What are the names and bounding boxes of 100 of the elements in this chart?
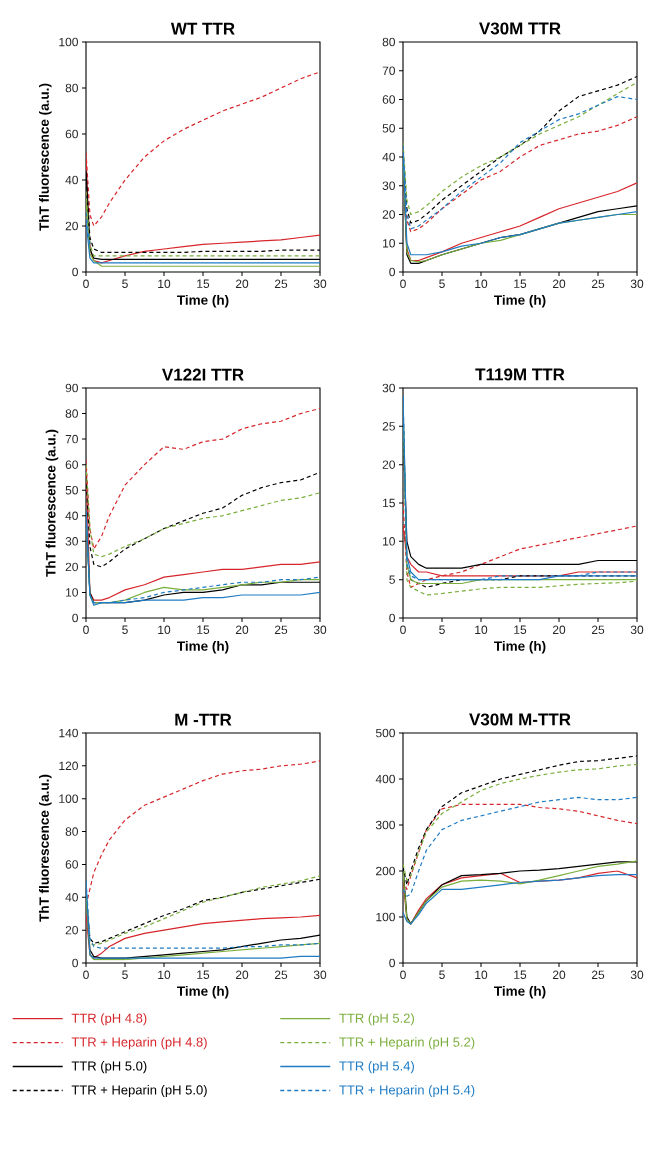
legend-label: TTR (pH 5.2) [339, 1013, 414, 1026]
chart-title: V30M TTR [479, 22, 561, 35]
x-axis-title: Time (h) [494, 294, 546, 308]
legend-label: TTR + Heparin (pH 4.8) [71, 1037, 207, 1050]
y-tick-label: 140 [59, 728, 78, 738]
x-tick-label: 15 [197, 625, 210, 634]
y-tick-label: 400 [375, 774, 395, 784]
x-tick-label: 15 [197, 279, 210, 288]
y-tick-label: 70 [65, 434, 78, 444]
x-tick-label: 5 [122, 279, 128, 288]
y-tick-label: 30 [65, 537, 78, 546]
x-tick-label: 20 [235, 625, 249, 635]
y-axis-title: ThT fluorescence (a.u.) [45, 429, 59, 577]
y-tick-label: 0 [72, 267, 78, 277]
chart-title: T119M TTR [475, 368, 565, 381]
chart-title: V122I TTR [162, 368, 244, 381]
x-tick-label: 10 [475, 625, 488, 635]
legend-label: TTR + Heparin (pH 5.2) [339, 1037, 475, 1050]
x-tick-label: 15 [514, 625, 527, 634]
y-tick-label: 500 [375, 728, 395, 738]
x-tick-label: 25 [274, 970, 288, 980]
y-tick-label: 0 [389, 267, 396, 277]
x-tick-label: 10 [475, 279, 488, 289]
y-axis-title: ThT fluorescence (a.u.) [38, 774, 52, 922]
x-tick-label: 30 [313, 625, 327, 635]
y-tick-label: 0 [389, 958, 396, 968]
x-tick-label: 0 [83, 279, 89, 289]
x-tick-label: 10 [158, 970, 171, 980]
y-tick-label: 200 [376, 866, 395, 876]
x-tick-label: 30 [630, 625, 644, 635]
x-axis-title: Time (h) [177, 640, 229, 654]
x-tick-label: 0 [83, 970, 89, 980]
x-tick-label: 20 [235, 279, 249, 289]
y-tick-label: 10 [66, 588, 78, 597]
x-tick-label: 15 [514, 279, 527, 288]
x-tick-label: 0 [83, 625, 89, 635]
x-tick-label: 5 [439, 970, 445, 979]
y-tick-label: 40 [65, 893, 78, 902]
chart-title: M -TTR [175, 713, 232, 726]
y-tick-label: 100 [376, 912, 395, 922]
legend-label: TTR (pH 4.8) [71, 1013, 147, 1026]
y-tick-label: 70 [382, 66, 396, 75]
y-tick-label: 300 [375, 820, 395, 830]
x-tick-label: 10 [158, 279, 171, 289]
y-tick-label: 80 [65, 83, 78, 93]
x-tick-label: 15 [514, 970, 527, 979]
y-tick-label: 90 [65, 383, 78, 393]
x-tick-label: 10 [158, 625, 171, 635]
y-tick-label: 40 [382, 152, 396, 162]
x-axis-title: Time (h) [177, 985, 229, 999]
x-tick-label: 15 [197, 970, 210, 979]
y-tick-label: 120 [59, 761, 78, 771]
x-axis-title: Time (h) [494, 985, 546, 999]
y-tick-label: 30 [382, 181, 396, 190]
y-tick-label: 60 [65, 460, 78, 469]
x-tick-label: 5 [439, 625, 445, 634]
y-tick-label: 100 [59, 37, 78, 47]
x-tick-label: 20 [552, 625, 566, 635]
y-tick-label: 20 [382, 460, 396, 469]
x-tick-label: 25 [591, 970, 605, 980]
x-axis-title: Time (h) [494, 640, 546, 654]
y-axis-title: ThT fluorescence (a.u.) [38, 83, 52, 231]
y-tick-label: 25 [382, 422, 395, 431]
y-tick-label: 60 [382, 95, 396, 104]
legend-label: TTR + Heparin (pH 5.0) [71, 1084, 207, 1098]
x-tick-label: 0 [400, 625, 406, 635]
x-tick-label: 5 [122, 625, 128, 634]
y-tick-label: 100 [59, 794, 78, 803]
y-tick-label: 80 [65, 409, 78, 418]
y-tick-label: 0 [72, 958, 78, 968]
y-tick-label: 60 [65, 860, 78, 869]
y-tick-label: 0 [72, 613, 78, 623]
x-axis-title: Time (h) [177, 294, 229, 308]
x-tick-label: 20 [235, 970, 249, 980]
y-tick-label: 20 [65, 562, 78, 572]
chart-title: WT TTR [170, 22, 235, 35]
x-tick-label: 25 [274, 279, 288, 289]
y-tick-label: 50 [65, 485, 78, 495]
chart-title: V30M M-TTR [469, 713, 571, 726]
y-tick-label: 30 [382, 383, 396, 393]
y-tick-label: 5 [389, 575, 395, 584]
legend-label: TTR + Heparin (pH 5.4) [339, 1084, 475, 1098]
y-tick-label: 40 [65, 175, 78, 185]
x-tick-label: 0 [400, 970, 406, 980]
y-tick-label: 0 [389, 613, 396, 623]
x-tick-label: 20 [552, 970, 566, 980]
x-tick-label: 30 [630, 970, 644, 980]
x-tick-label: 30 [630, 279, 644, 289]
legend-label: TTR (pH 5.0) [71, 1061, 147, 1074]
y-tick-label: 80 [382, 37, 396, 47]
x-tick-label: 5 [122, 970, 128, 979]
y-tick-label: 10 [383, 537, 396, 546]
x-tick-label: 30 [313, 279, 327, 289]
x-tick-label: 20 [552, 279, 566, 289]
y-tick-label: 20 [65, 221, 78, 231]
legend-label: TTR (pH 5.4) [339, 1061, 414, 1074]
x-tick-label: 25 [274, 625, 288, 635]
y-tick-label: 10 [383, 239, 396, 248]
x-tick-label: 25 [591, 625, 605, 635]
y-tick-label: 20 [382, 210, 396, 219]
